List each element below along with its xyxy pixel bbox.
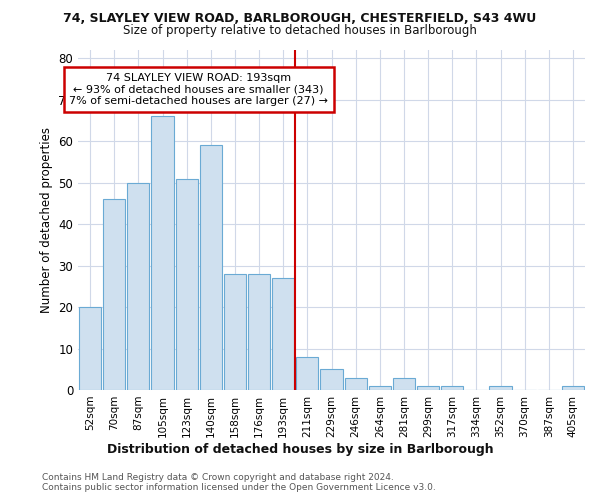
Bar xyxy=(441,386,463,390)
Bar xyxy=(417,386,439,390)
Bar xyxy=(368,386,391,390)
Bar xyxy=(103,200,125,390)
Text: 74, SLAYLEY VIEW ROAD, BARLBOROUGH, CHESTERFIELD, S43 4WU: 74, SLAYLEY VIEW ROAD, BARLBOROUGH, CHES… xyxy=(64,12,536,26)
Bar xyxy=(562,386,584,390)
Bar xyxy=(127,182,149,390)
Bar xyxy=(296,357,319,390)
Text: Size of property relative to detached houses in Barlborough: Size of property relative to detached ho… xyxy=(123,24,477,37)
Text: 74 SLAYLEY VIEW ROAD: 193sqm
← 93% of detached houses are smaller (343)
7% of se: 74 SLAYLEY VIEW ROAD: 193sqm ← 93% of de… xyxy=(69,73,328,106)
Bar xyxy=(393,378,415,390)
Bar xyxy=(79,307,101,390)
Bar xyxy=(200,146,222,390)
Bar xyxy=(320,370,343,390)
Bar xyxy=(248,274,270,390)
Bar xyxy=(151,116,173,390)
Text: Distribution of detached houses by size in Barlborough: Distribution of detached houses by size … xyxy=(107,442,493,456)
Bar xyxy=(344,378,367,390)
Text: Contains HM Land Registry data © Crown copyright and database right 2024.
Contai: Contains HM Land Registry data © Crown c… xyxy=(42,472,436,492)
Bar xyxy=(272,278,295,390)
Bar xyxy=(490,386,512,390)
Bar xyxy=(224,274,246,390)
Bar xyxy=(176,178,198,390)
Y-axis label: Number of detached properties: Number of detached properties xyxy=(40,127,53,313)
